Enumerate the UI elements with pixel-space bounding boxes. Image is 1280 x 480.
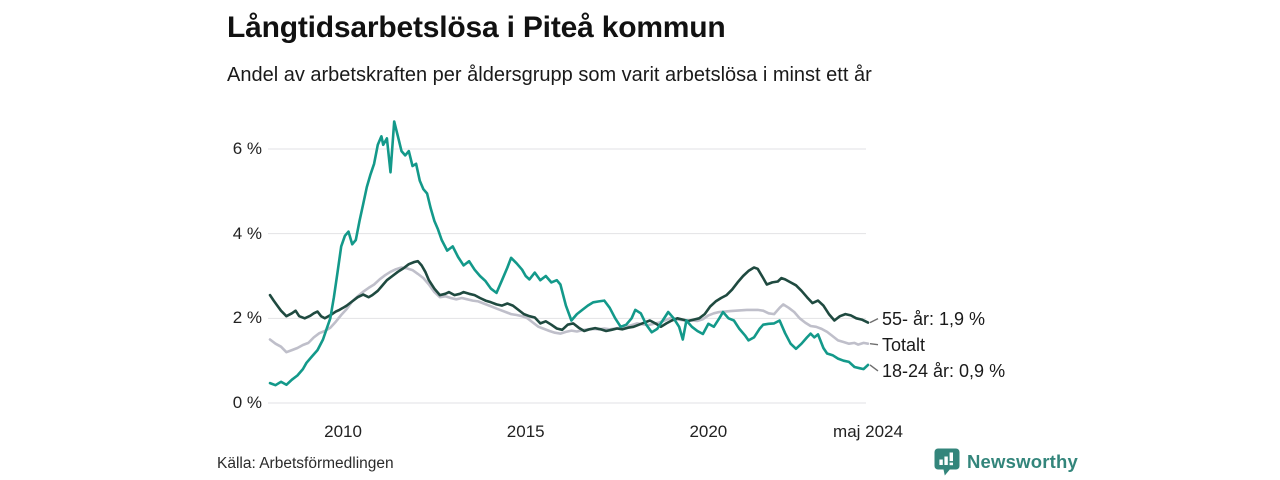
annotation-connectors xyxy=(869,317,879,372)
y-tick-label: 0 % xyxy=(232,393,262,412)
series-line-55-r xyxy=(268,259,870,333)
x-tick-label: 2015 xyxy=(506,422,545,441)
series-line-18-24-r xyxy=(268,120,870,387)
x-tick-label: maj 2024 xyxy=(833,422,903,441)
brand-name: Newsworthy xyxy=(967,451,1078,472)
series-annotation-totalt: Totalt xyxy=(882,334,926,355)
y-tick-label: 4 % xyxy=(232,223,262,243)
y-tick-label: 6 % xyxy=(232,139,262,159)
y-tick-label: 2 % xyxy=(232,308,262,328)
source-note: Källa: Arbetsförmedlingen xyxy=(217,455,394,472)
annotation-connector xyxy=(869,364,879,372)
series-line-totalt xyxy=(268,266,870,354)
x-tick-label: 2010 xyxy=(324,422,362,441)
annotation-connector xyxy=(869,343,879,346)
series-annotation-18-24-r: 18-24 år: 0,9 % xyxy=(882,360,1006,381)
series-paths xyxy=(268,120,870,387)
series-annotation-55-r: 55- år: 1,9 % xyxy=(882,308,986,329)
gridlines xyxy=(268,148,866,404)
chart-title: Långtidsarbetslösa i Piteå kommun xyxy=(227,11,726,44)
chart-subtitle: Andel av arbetskraften per åldersgrupp s… xyxy=(227,64,872,86)
x-tick-label: 2020 xyxy=(689,422,728,441)
newsworthy-brand-link[interactable]: Newsworthy xyxy=(934,448,1078,476)
newsworthy-logo-icon xyxy=(934,448,960,476)
annotation-connector xyxy=(869,317,879,324)
